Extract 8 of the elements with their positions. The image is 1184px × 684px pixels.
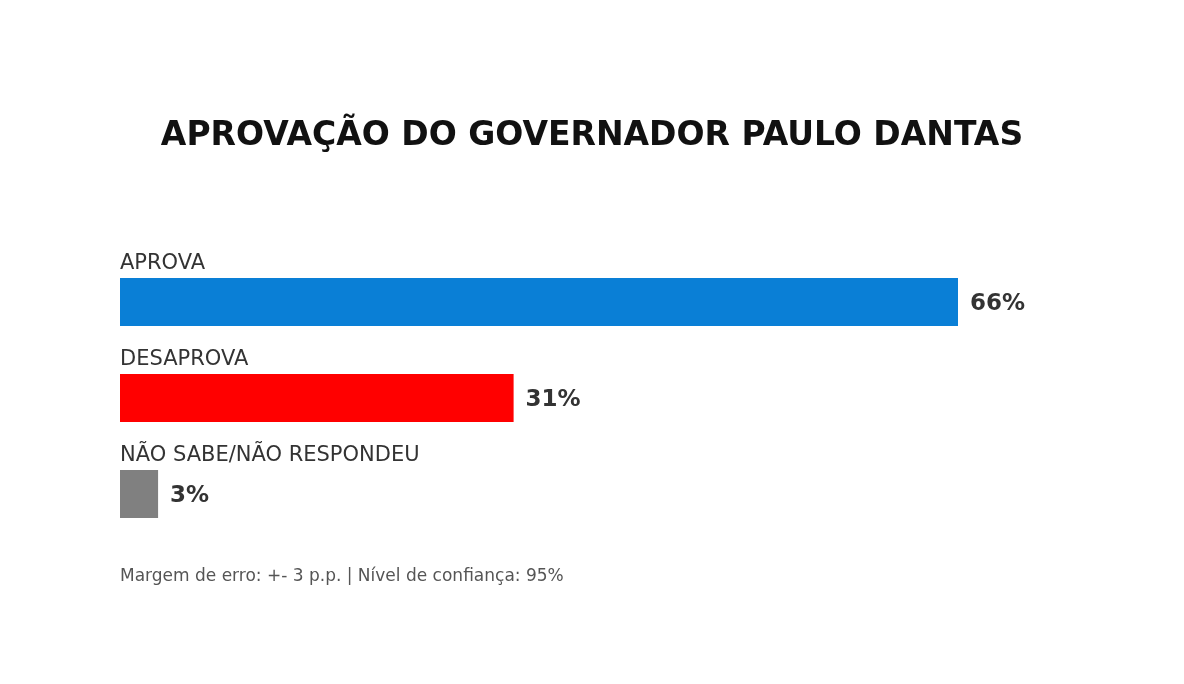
data-label: 3% bbox=[170, 481, 210, 507]
data-label: 66% bbox=[970, 289, 1026, 315]
chart-title: APROVAÇÃO DO GOVERNADOR PAULO DANTAS bbox=[160, 113, 1024, 153]
y-tick-label: APROVA bbox=[120, 249, 206, 274]
y-tick-label: NÃO SABE/NÃO RESPONDEU bbox=[120, 439, 420, 466]
text: Margem de erro: +- 3 p.p. | Nível de confiança: 95% bbox=[120, 564, 564, 585]
data-label: 31% bbox=[525, 385, 581, 411]
y-tick-label: DESAPROVA bbox=[120, 345, 249, 370]
